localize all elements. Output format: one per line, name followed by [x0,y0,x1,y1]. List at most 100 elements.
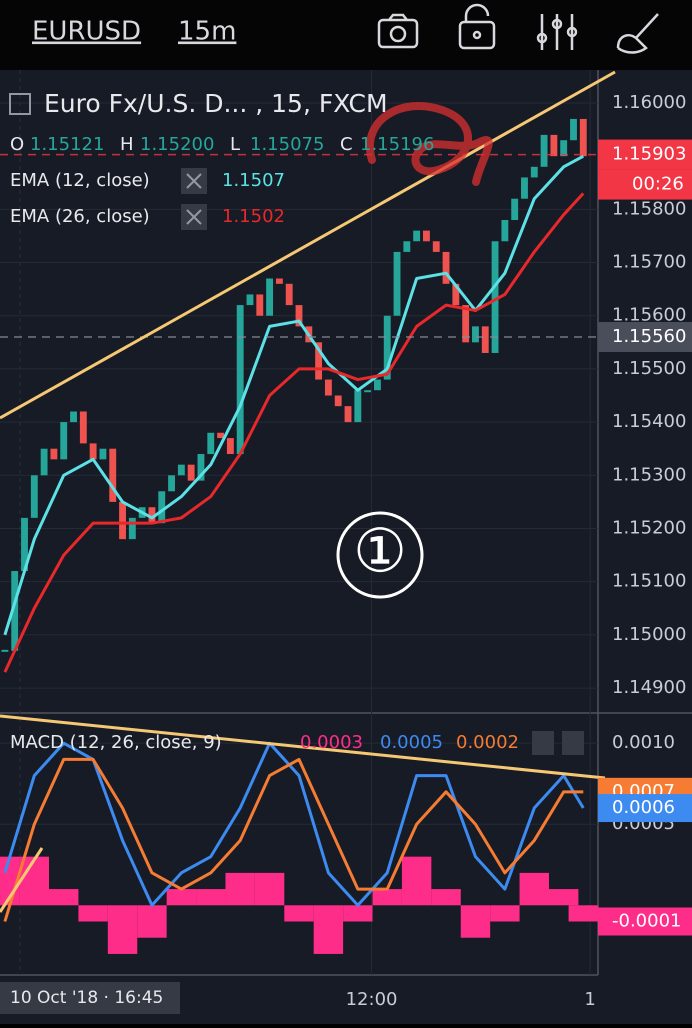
price-label: 1.15903 [612,144,686,165]
candle [109,448,117,502]
ohlc-value: 1.15121 [30,134,104,155]
legend-value: 1.1502 [222,206,285,227]
countdown-box [598,169,692,200]
macd-title[interactable]: MACD (12, 26, close, 9) [10,732,222,753]
labels: 1.14900 1.15000 1.15100 1.15200 1.15300 1.154… [0,89,692,1014]
histogram-bar [254,872,285,906]
candle [383,315,391,380]
candle [285,283,293,306]
cursor-label: 10 Oct '18 · 16:45 [10,988,163,1008]
trend-line [0,714,606,780]
drawing-icon[interactable] [616,13,659,54]
candle [393,251,401,316]
legend-icon [9,93,31,115]
y-tick-label: 1.15000 [612,624,686,645]
scribble [366,102,493,186]
candle [413,230,421,242]
candle [246,294,254,306]
histogram-bar [372,889,402,906]
legend-remove-icon [186,173,202,189]
interval[interactable]: 15m [178,17,236,47]
axis-value-label: -0.0001 [612,911,681,932]
ohlc-value: 1.15196 [360,134,434,155]
lock-icon[interactable] [458,3,496,50]
ohlc-name: O [10,134,24,155]
y-tick-label: 1.15600 [612,305,686,326]
histogram-bar [49,889,79,906]
histogram-bar [78,905,108,922]
camera-icon[interactable] [377,13,419,49]
candle [70,411,77,423]
y-tick-label: 1.15800 [612,198,686,219]
histogram-bar [460,905,491,938]
candle [501,219,509,242]
histogram-bar [568,905,598,922]
candle [423,230,430,242]
y-tick-label: 1.15400 [612,411,686,432]
legend-name: EMA (12, close) [10,170,150,191]
histogram-bar [313,905,344,954]
candle [579,118,587,157]
candle [491,241,499,353]
candle [275,278,283,284]
legend-remove-icon [186,209,202,225]
drawings [0,70,616,913]
macd-line [3,741,585,907]
candle [472,326,479,343]
y-tick-label: 1.15300 [612,464,686,485]
candle [177,464,185,476]
macd-legend-value: 0.0003 [300,732,363,753]
legend-name: EMA (26, close) [10,206,150,227]
macd-legend-value: 0.0005 [380,732,443,753]
ohlc-name: H [120,134,134,155]
cursor-label-box [0,982,180,1014]
y-tick-label: 0.0010 [612,732,675,753]
candle [217,432,225,439]
chart-title[interactable]: Euro Fx/U.S. D... , 15, FXCM [44,89,388,118]
axis-value-box [598,794,692,823]
candle [373,379,381,391]
y-tick-label: 1.14900 [612,677,686,698]
y-tick-label: 1.15100 [612,571,686,592]
histogram-bar [431,889,461,906]
candle [197,454,205,481]
arrow-button[interactable] [532,731,554,755]
ohlc-value: 1.15200 [140,134,214,155]
settings-icon[interactable] [536,14,578,50]
trend-line [0,70,616,420]
arrow-button[interactable] [562,731,584,755]
candle [148,507,156,524]
candle [207,432,215,455]
candle [432,241,440,252]
candle [50,448,58,460]
candle [266,278,274,316]
histogram-bar [343,905,373,922]
x-tick-label: 1 [584,989,595,1010]
candle [344,406,352,423]
ohlc-name: L [230,134,240,155]
candle [236,305,244,455]
marks [0,118,598,954]
ohlc-value: 1.15075 [250,134,324,155]
histogram-bar [401,856,432,906]
histogram-bar [19,856,50,906]
candle [119,501,126,540]
symbol[interactable]: EURUSD [32,17,141,47]
macd-legend-value: 0.0002 [456,732,519,753]
candle [40,448,48,476]
candle [511,198,519,220]
countdown: 00:26 [632,174,684,195]
annotation-circle [336,511,424,599]
candle [403,241,411,252]
ema-line [3,154,585,636]
candle [324,379,332,396]
candle [530,166,538,178]
candle [226,438,234,455]
candle [187,464,195,481]
x-tick-label: 12:00 [346,989,398,1010]
candle [168,475,175,492]
price-label-box [598,322,692,353]
